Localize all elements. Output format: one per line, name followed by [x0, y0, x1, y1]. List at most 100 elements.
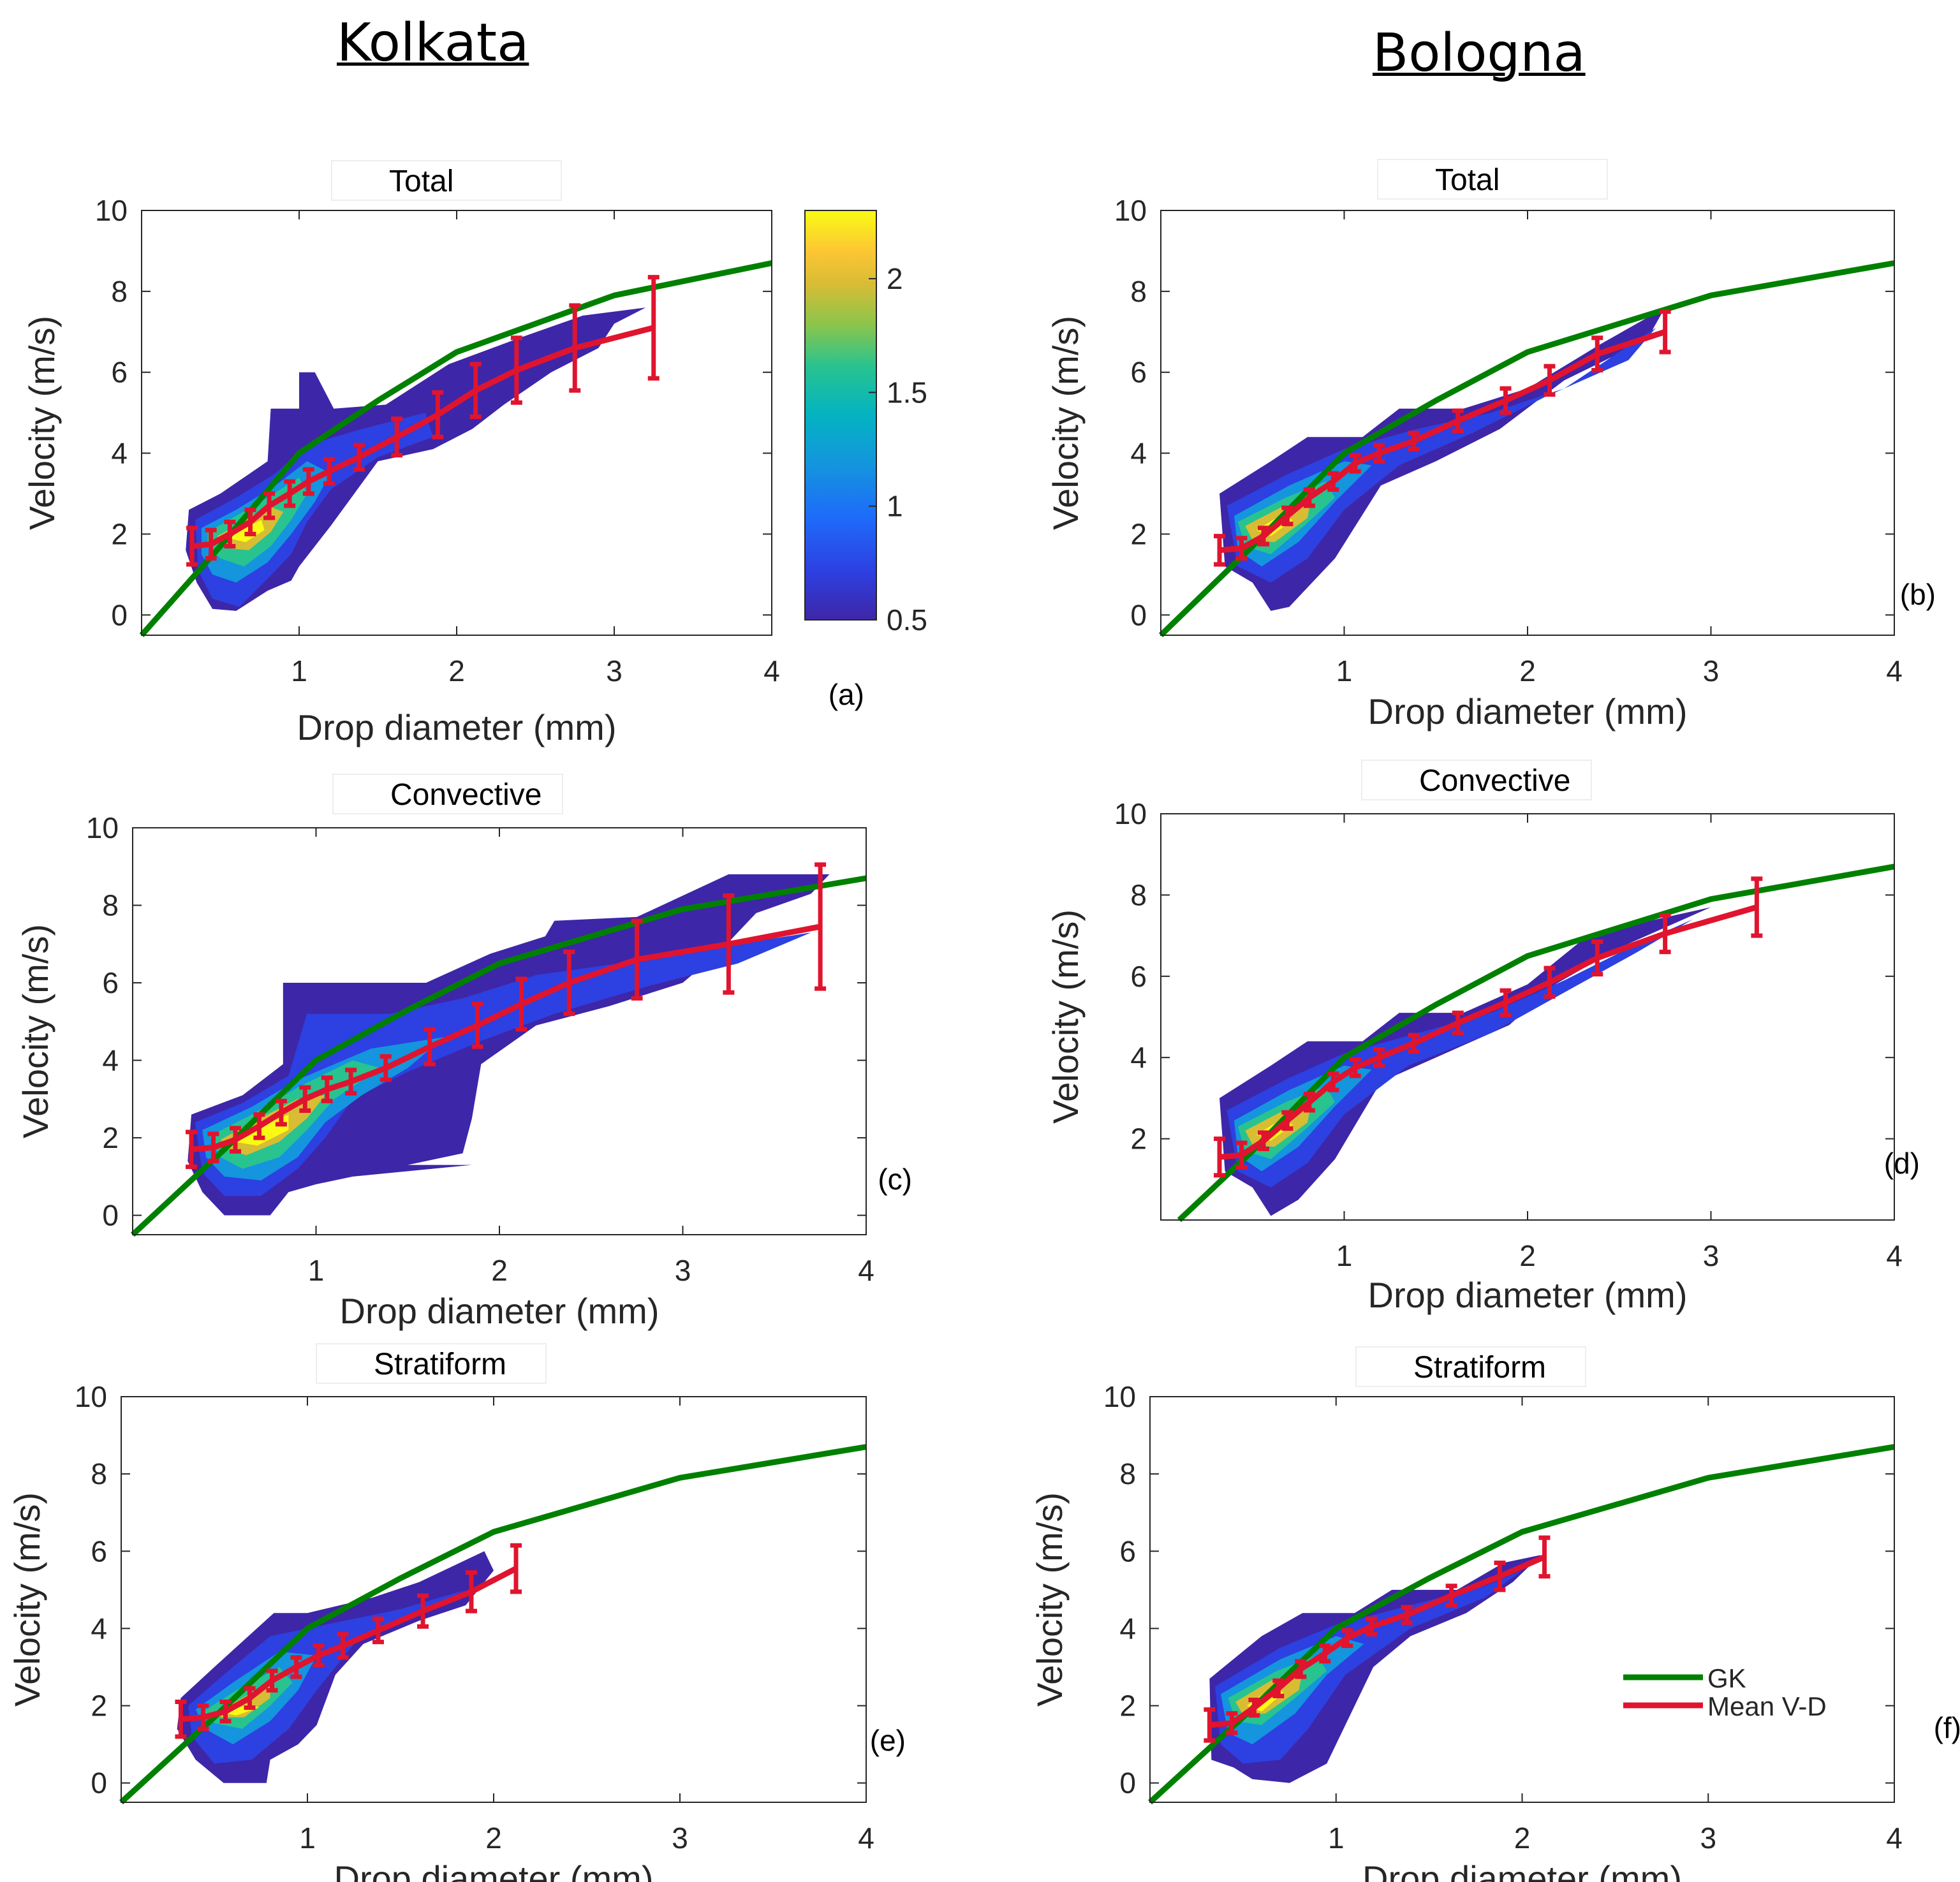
error-bar [313, 1643, 325, 1668]
error-bar [1366, 1616, 1378, 1637]
y-axis-label: Velocity (m/s) [1045, 909, 1086, 1124]
y-tick-label: 2 [1130, 517, 1147, 550]
mean-vd-curve [181, 1566, 518, 1723]
error-bar [1248, 1697, 1260, 1718]
error-bar [1544, 364, 1556, 397]
error-bar [563, 949, 575, 1017]
error-bar [1327, 471, 1339, 492]
error-bar [1408, 430, 1420, 452]
x-axis-label: Drop diameter (mm) [1368, 691, 1688, 731]
panel-label: (d) [1884, 1147, 1920, 1180]
error-bar [379, 1054, 392, 1082]
error-bar [263, 491, 276, 520]
error-bar [275, 1098, 287, 1127]
error-bar [302, 467, 314, 496]
gk-curve [1177, 864, 1895, 1223]
error-bar [1452, 408, 1464, 434]
y-tick-label: 0 [1119, 1767, 1136, 1800]
y-tick-label: 0 [91, 1767, 107, 1800]
title-box [1377, 159, 1608, 200]
y-tick-label: 2 [111, 517, 128, 550]
x-tick-label: 3 [1703, 654, 1720, 687]
error-bar [647, 275, 659, 381]
error-bar [186, 526, 198, 567]
x-tick-label: 1 [299, 1821, 316, 1855]
y-tick-label: 6 [91, 1534, 107, 1568]
error-bar [814, 862, 827, 991]
error-bar [1591, 335, 1603, 373]
panel-label: (f) [1934, 1711, 1960, 1744]
error-bar [1499, 988, 1512, 1017]
error-bar [1303, 487, 1315, 508]
x-tick-label: 3 [1703, 1239, 1720, 1272]
error-bar [1591, 939, 1603, 977]
colorbar-tick-label: 0.5 [887, 603, 927, 636]
legend-label: GK [1707, 1663, 1746, 1693]
y-tick-label: 8 [111, 275, 128, 308]
error-bar [323, 457, 335, 486]
mean-vd-curve [1209, 1554, 1546, 1728]
error-bar [1373, 443, 1385, 464]
panel-title: Convective [390, 778, 542, 812]
error-bar [515, 976, 527, 1032]
y-tick-label: 6 [1130, 356, 1147, 389]
x-axis-label: Drop diameter (mm) [334, 1858, 654, 1882]
heatmap-c [188, 874, 830, 1216]
error-bar [175, 1700, 187, 1739]
error-bar [1327, 1071, 1339, 1092]
panel-label: (c) [878, 1163, 912, 1196]
error-bar [253, 1112, 265, 1140]
y-tick-label: 8 [1130, 878, 1147, 911]
x-tick-label: 2 [1519, 1239, 1536, 1272]
y-tick-label: 8 [1130, 275, 1147, 308]
y-axis-label: Velocity (m/s) [1045, 316, 1086, 530]
x-tick-label: 4 [1886, 1239, 1903, 1272]
error-bar [723, 893, 735, 995]
error-bar [284, 479, 296, 508]
error-bar [510, 335, 522, 405]
x-tick-label: 4 [1886, 1821, 1903, 1855]
y-tick-label: 6 [1130, 960, 1147, 993]
error-bar [1538, 1535, 1551, 1579]
error-bar [510, 1543, 522, 1594]
error-bar [471, 1001, 483, 1049]
error-bar [569, 303, 581, 393]
x-tick-label: 2 [485, 1821, 502, 1855]
y-tick-label: 2 [1130, 1122, 1147, 1156]
error-bar [299, 1085, 311, 1114]
error-bar [205, 527, 217, 561]
y-tick-label: 2 [1119, 1689, 1136, 1723]
y-tick-label: 8 [91, 1457, 107, 1490]
y-tick-label: 6 [102, 966, 119, 999]
gk-curve [130, 875, 867, 1237]
title-box [332, 774, 563, 814]
error-bar [1373, 1047, 1385, 1068]
y-axis-label: Velocity (m/s) [22, 316, 62, 530]
y-tick-label: 6 [111, 356, 128, 389]
y-tick-label: 6 [1119, 1534, 1136, 1568]
error-bar [1214, 534, 1225, 567]
x-axis-label: Drop diameter (mm) [297, 707, 617, 747]
error-bar [372, 1616, 384, 1645]
x-tick-label: 1 [1336, 1239, 1353, 1272]
y-tick-label: 4 [91, 1612, 107, 1645]
y-tick-label: 10 [95, 194, 128, 227]
error-bar [1452, 1010, 1464, 1036]
error-bar [1494, 1560, 1506, 1592]
error-bar [1659, 913, 1671, 955]
heatmap-contour [1219, 907, 1711, 1216]
heatmap-contour [228, 520, 265, 543]
error-bar [1445, 1584, 1457, 1608]
y-tick-label: 4 [1130, 437, 1147, 470]
y-tick-label: 2 [102, 1121, 119, 1154]
error-bar [345, 1068, 357, 1096]
error-bar [1258, 526, 1269, 547]
error-bar [1408, 1033, 1420, 1054]
x-tick-label: 4 [858, 1821, 874, 1855]
y-tick-label: 4 [102, 1044, 119, 1077]
error-bar [1204, 1707, 1216, 1743]
